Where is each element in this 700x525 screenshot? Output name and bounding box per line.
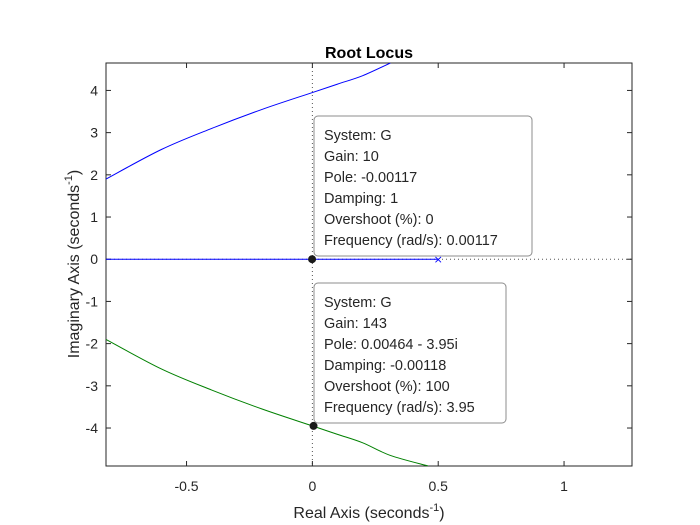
datatip-line: Pole: 0.00464 - 3.95i [324,337,458,353]
x-axis-label: Real Axis (seconds-1) [293,502,444,522]
datatip-line: Overshoot (%): 0 [324,212,434,228]
datatip-line: Frequency (rad/s): 3.95 [324,400,475,416]
datatip-line: Overshoot (%): 100 [324,379,450,395]
datatip-box-2 [313,282,507,424]
y-tick-label: 0 [90,251,98,267]
datatip-point-2 [309,421,318,430]
y-tick-label: -2 [86,336,99,352]
y-tick-label: 2 [90,167,98,183]
x-tick-label: 0 [308,478,316,494]
y-tick-label: -4 [86,420,99,436]
datatip-line: System: G [324,295,392,311]
datatip-point-1 [308,255,317,264]
datatip-line: System: G [324,128,392,144]
datatip-line: Gain: 10 [324,149,379,165]
y-tick-label: 1 [90,209,98,225]
datatip-line: Pole: -0.00117 [324,170,417,186]
x-tick-label: -0.5 [174,478,198,494]
plot-axes: -0.5 0 0.5 1 -4 -3 -2 -1 0 1 2 3 4 × System: G Gain: 10… [86,62,633,494]
y-tick-label: -1 [86,293,99,309]
locus-branch-1 [106,63,391,180]
datatip-line: Gain: 143 [324,316,387,332]
datatip-line: Damping: 1 [324,191,398,207]
datatip-box-1 [313,115,533,257]
y-axis-label: Imaginary Axis (seconds-1) [63,170,83,359]
y-tick-label: 3 [90,125,98,141]
datatip-line: Damping: -0.00118 [324,358,446,374]
pole-marker: × [434,253,443,266]
y-tick-label: 4 [90,82,98,98]
x-tick-label: 0.5 [428,478,448,494]
datatip-line: Frequency (rad/s): 0.00117 [324,233,498,249]
chart-title: Root Locus [325,45,413,62]
x-tick-label: 1 [560,478,568,494]
y-tick-label: -3 [86,378,99,394]
